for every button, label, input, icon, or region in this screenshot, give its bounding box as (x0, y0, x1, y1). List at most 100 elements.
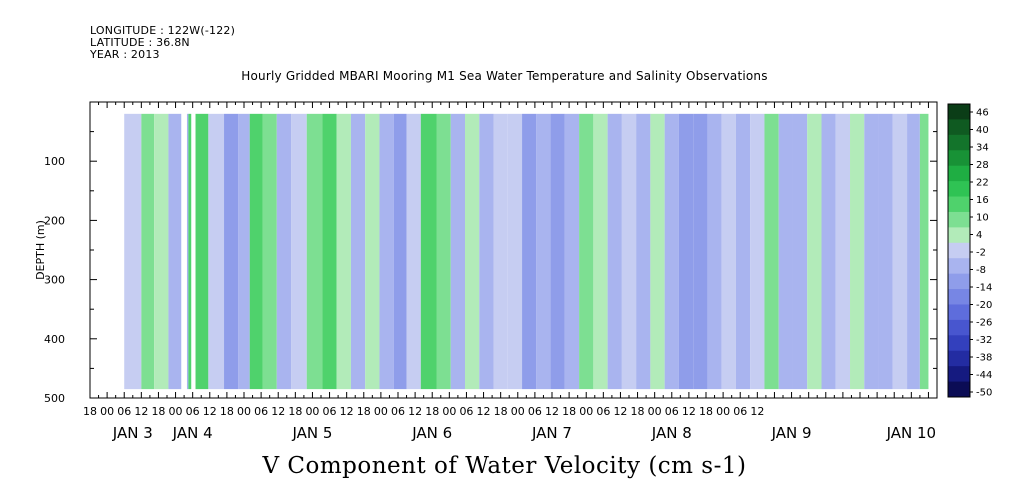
colorbar-swatch (948, 119, 970, 136)
x-tick-label: 00 (305, 405, 319, 418)
colorbar-swatch (948, 350, 970, 367)
x-tick-label: 18 (288, 405, 302, 418)
heatmap-column (291, 113, 307, 390)
y-tick-label: 100 (44, 155, 65, 168)
heatmap-column (224, 113, 239, 390)
heatmap-column (764, 113, 779, 390)
x-tick-label: 06 (323, 405, 337, 418)
colorbar-swatch (948, 242, 970, 259)
heatmap-column (707, 113, 722, 390)
x-day-label: JAN 3 (112, 424, 153, 442)
x-tick-label: 12 (750, 405, 764, 418)
colorbar-swatch (948, 227, 970, 244)
y-tick-label: 400 (44, 333, 65, 346)
colorbar-label: -8 (976, 265, 986, 276)
heatmap-column (693, 113, 708, 390)
x-tick-label: 00 (716, 405, 730, 418)
heatmap-column (721, 113, 736, 390)
heatmap-column (878, 113, 893, 390)
x-day-label: JAN 4 (172, 424, 213, 442)
heatmap-column (907, 113, 920, 390)
colorbar-swatch (948, 211, 970, 228)
y-tick-label: 300 (44, 274, 65, 287)
heatmap-column (835, 113, 851, 390)
colorbar-label: -26 (976, 318, 992, 329)
heatmap-column (522, 113, 537, 390)
x-tick-label: 12 (203, 405, 217, 418)
colorbar-label: -14 (976, 283, 992, 294)
x-axis-ticks: 18 00 06 12 18 00 06 12 18 00 06 12 18 00 06 12 18 00 06 12… (83, 102, 938, 442)
colorbar-label: -50 (976, 388, 992, 399)
x-tick-label: 18 (562, 405, 576, 418)
colorbar-swatch (948, 319, 970, 336)
colorbar-swatch (948, 289, 970, 305)
x-tick-label: 12 (545, 405, 559, 418)
heatmap-column (636, 113, 651, 390)
x-tick-label: 12 (134, 405, 148, 418)
y-tick-label: 200 (44, 214, 65, 227)
heatmap-column (664, 113, 679, 390)
x-tick-label: 00 (579, 405, 593, 418)
x-tick-label: 12 (613, 405, 627, 418)
y-axis: 100 200 300 400 500 (44, 101, 937, 405)
longitude-label: LONGITUDE : 122W(-122) (90, 24, 236, 37)
heatmap-column (579, 113, 594, 390)
x-tick-label: 18 (425, 405, 439, 418)
heatmap-column (450, 113, 466, 390)
colorbar-swatch (948, 165, 970, 182)
x-tick-label: 06 (733, 405, 747, 418)
heatmap-column (850, 113, 865, 390)
x-tick-label: 06 (528, 405, 542, 418)
heatmap-column (365, 113, 380, 390)
colorbar-swatch (948, 258, 970, 275)
heatmap-column (262, 113, 277, 390)
heatmap-column (406, 113, 421, 390)
x-tick-label: 18 (151, 405, 165, 418)
data-gap (191, 103, 196, 397)
x-tick-label: 06 (117, 405, 131, 418)
heatmap-column (919, 113, 929, 390)
colorbar-label: 40 (976, 125, 989, 136)
colorbar-swatch (948, 150, 970, 167)
chart-title: Hourly Gridded MBARI Mooring M1 Sea Wate… (241, 69, 768, 83)
colorbar-label: 22 (976, 178, 989, 189)
heatmap-column (322, 113, 337, 390)
x-tick-label: 00 (374, 405, 388, 418)
x-tick-label: 06 (596, 405, 610, 418)
heatmap-column (507, 113, 523, 390)
x-day-label: JAN 5 (291, 424, 332, 442)
colorbar-label: -20 (976, 300, 992, 311)
colorbar-label: -2 (976, 248, 986, 259)
y-axis-label: DEPTH (m) (34, 220, 47, 280)
colorbar-label: 34 (976, 143, 989, 154)
heatmap-cells (124, 113, 929, 390)
colorbar-label: 28 (976, 160, 989, 171)
colorbar-swatch (948, 134, 970, 151)
heatmap-column (750, 113, 765, 390)
x-tick-label: 00 (169, 405, 183, 418)
data-gap (181, 103, 187, 397)
colorbar-frame (947, 103, 971, 398)
heatmap-column (350, 113, 366, 390)
x-tick-label: 00 (511, 405, 525, 418)
heatmap-column (336, 113, 351, 390)
x-tick-label: 06 (254, 405, 268, 418)
x-tick-label: 12 (408, 405, 422, 418)
heatmap-column (420, 113, 437, 390)
heatmap-column (650, 113, 665, 390)
latitude-label: LATITUDE : 36.8N (90, 36, 190, 49)
colorbar-swatch (948, 381, 970, 398)
heatmap-column (864, 113, 879, 390)
colorbar-swatch (948, 304, 970, 321)
data-gaps (181, 103, 196, 397)
heatmap-column (276, 113, 292, 390)
heatmap-column (607, 113, 622, 390)
x-day-label: JAN 7 (531, 424, 572, 442)
colorbar-label: -32 (976, 335, 992, 346)
colorbar-label: -44 (976, 370, 992, 381)
x-tick-label: 18 (83, 405, 97, 418)
heatmap-column (621, 113, 637, 390)
x-tick-label: 18 (699, 405, 713, 418)
x-day-label: JAN 6 (411, 424, 452, 442)
